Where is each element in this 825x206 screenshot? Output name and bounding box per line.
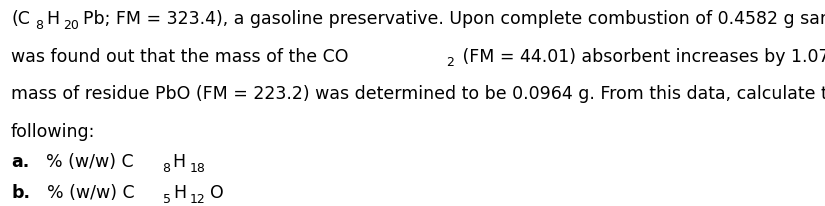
Text: a.: a. — [11, 153, 30, 171]
Text: 8: 8 — [35, 19, 44, 32]
Text: 8: 8 — [162, 162, 170, 175]
Text: was found out that the mass of the CO: was found out that the mass of the CO — [11, 48, 349, 66]
Text: 2: 2 — [446, 56, 455, 69]
Text: 12: 12 — [190, 193, 206, 206]
Text: 18: 18 — [189, 162, 205, 175]
Text: % (w/w) C: % (w/w) C — [35, 153, 134, 171]
Text: b.: b. — [11, 184, 30, 202]
Text: 20: 20 — [63, 19, 78, 32]
Text: following:: following: — [11, 123, 96, 140]
Text: (C: (C — [11, 10, 30, 28]
Text: H: H — [173, 184, 186, 202]
Text: H: H — [172, 153, 186, 171]
Text: mass of residue PbO (FM = 223.2) was determined to be 0.0964 g. From this data, : mass of residue PbO (FM = 223.2) was det… — [11, 85, 825, 103]
Text: % (w/w) C: % (w/w) C — [35, 184, 134, 202]
Text: Pb; FM = 323.4), a gasoline preservative. Upon complete combustion of 0.4582 g s: Pb; FM = 323.4), a gasoline preservative… — [83, 10, 825, 28]
Text: O: O — [210, 184, 224, 202]
Text: H: H — [46, 10, 59, 28]
Text: 5: 5 — [163, 193, 171, 206]
Text: (FM = 44.01) absorbent increases by 1.0702 g, while the: (FM = 44.01) absorbent increases by 1.07… — [457, 48, 825, 66]
